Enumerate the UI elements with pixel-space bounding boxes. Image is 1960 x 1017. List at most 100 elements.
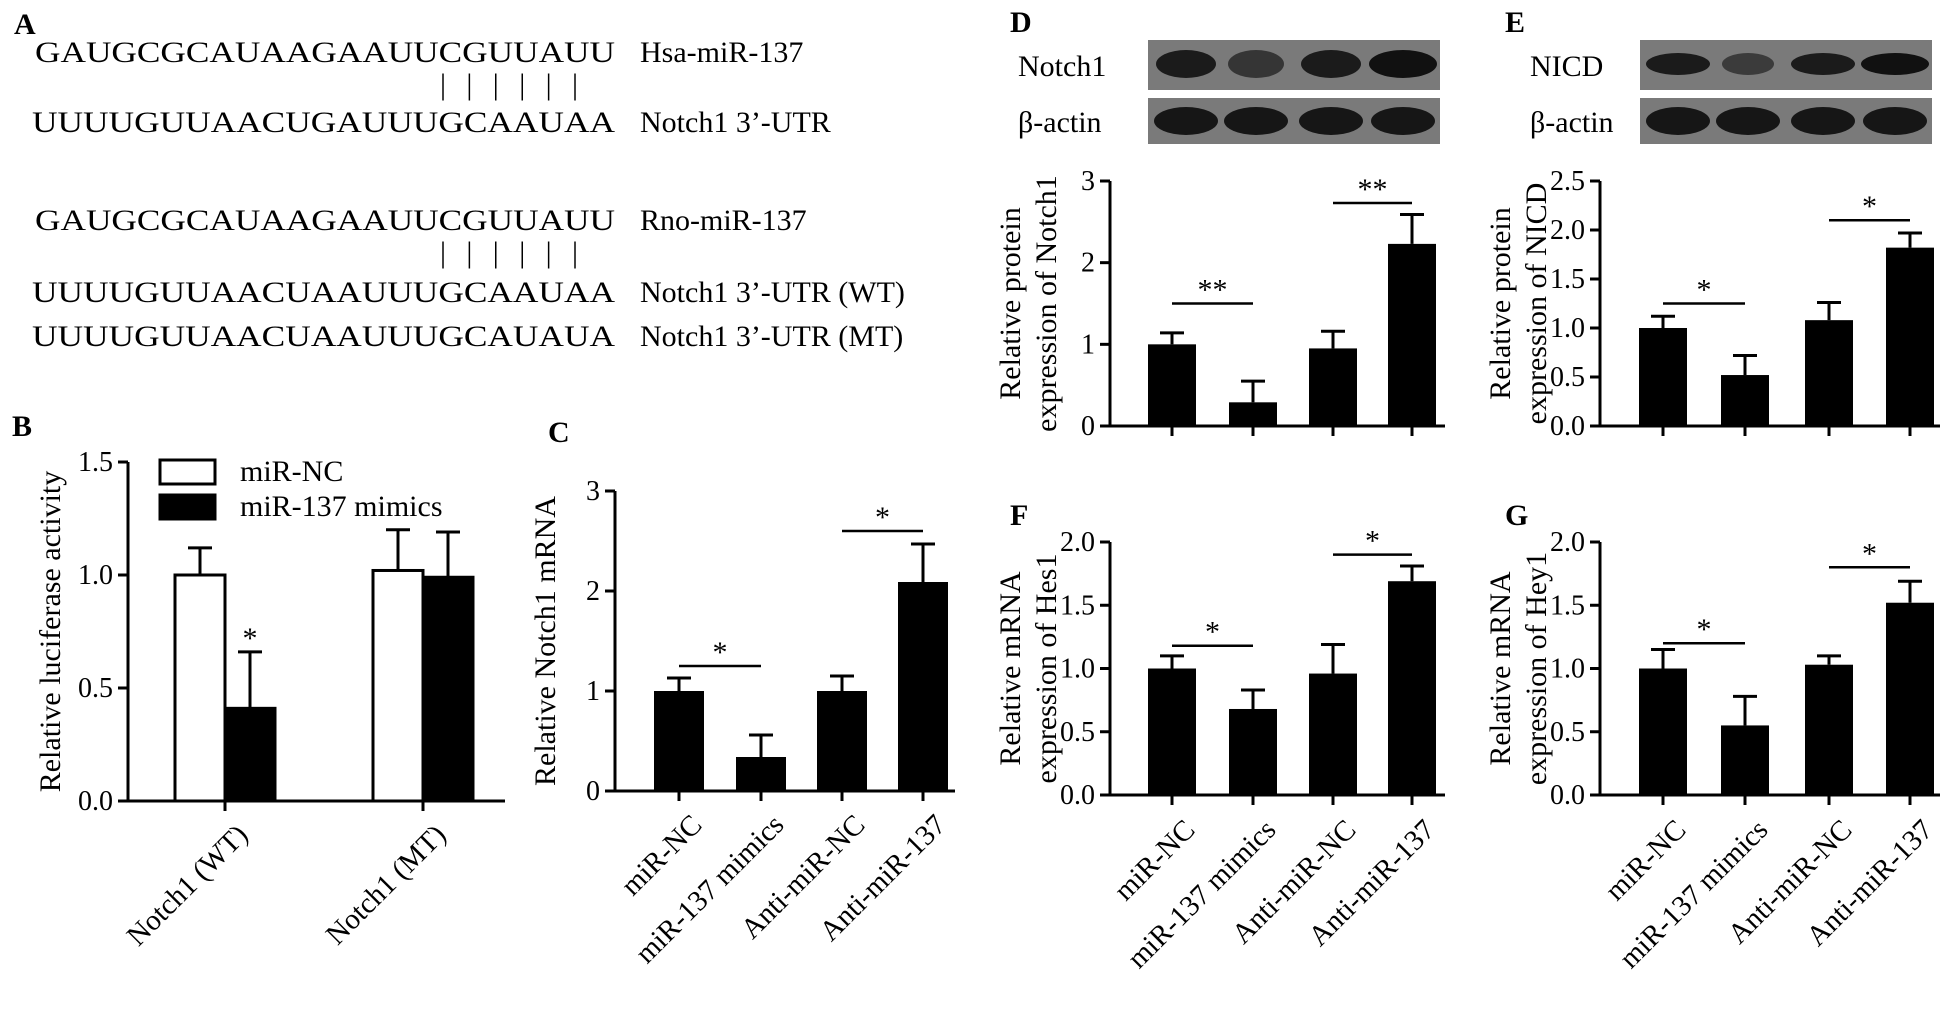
chart-b-y-tick-label: 1.5 bbox=[78, 447, 113, 478]
chart-b-legend-swatch-mir-nc bbox=[158, 458, 217, 486]
blot-band bbox=[1646, 107, 1710, 135]
chart-c-bar-mir-nc bbox=[654, 691, 704, 791]
sequence-notch1-utr-mt: UUUUGUUAACUAAUUUGCAUAUA bbox=[32, 320, 615, 353]
chart-c-significance-star: * bbox=[713, 636, 728, 669]
blot-band bbox=[1371, 107, 1435, 135]
chart-c-y-tick-label: 1 bbox=[586, 676, 600, 707]
sequence-label-rno-mir-137: Rno-miR-137 bbox=[640, 204, 807, 237]
chart-notch1-protein: 0 1 2 3 Relative protein expression of Notch1… bbox=[994, 166, 1445, 442]
chart-c-y-tick-label: 3 bbox=[586, 476, 600, 507]
chart-f-bar-mir-nc bbox=[1148, 668, 1196, 795]
pairing-marks-2: | | | | | | bbox=[440, 236, 578, 269]
chart-e-y-tick-label: 0.0 bbox=[1550, 411, 1585, 442]
chart-b-significance-star: * bbox=[243, 622, 258, 655]
blot-band bbox=[1228, 50, 1284, 78]
panel-label-g: G bbox=[1505, 499, 1528, 532]
chart-e-y-axis-title: Relative protein bbox=[1484, 207, 1517, 399]
chart-b-x-tick-label: Notch1 (WT) bbox=[121, 819, 255, 953]
chart-b-legend-label: miR-NC bbox=[240, 455, 343, 488]
chart-d-y-tick-label: 0 bbox=[1081, 411, 1095, 442]
chart-f-bar-mir-137-mimics bbox=[1229, 708, 1277, 795]
chart-g-y-tick-label: 0.5 bbox=[1550, 717, 1585, 748]
chart-c-bar-anti-mir-137 bbox=[898, 582, 948, 791]
chart-c-bar-anti-mir-nc bbox=[817, 691, 867, 791]
chart-hes1-mrna: 0.0 0.5 1.0 1.5 2.0 Relative mRNA expression o… bbox=[994, 525, 1445, 975]
western-blot-e: NICD β-actin bbox=[1530, 40, 1932, 144]
chart-d-significance-star: ** bbox=[1358, 173, 1388, 206]
chart-c-y-tick-label: 0 bbox=[586, 776, 600, 807]
sequence-notch1-utr-wt: UUUUGUUAACUAAUUUGCAAUAA bbox=[32, 276, 615, 309]
chart-f-bar-anti-mir-nc bbox=[1309, 673, 1357, 795]
chart-g-bar-mir-137-mimics bbox=[1721, 725, 1769, 795]
chart-f-significance-star: * bbox=[1365, 525, 1380, 558]
sequence-rno-mir-137: GAUGCGCAUAAGAAUUCGUUAUU bbox=[35, 204, 615, 237]
chart-nicd-protein: 0.0 0.5 1.0 1.5 2.0 2.5 Relative protein expres… bbox=[1484, 166, 1940, 442]
sequence-label-notch1-utr-wt: Notch1 3’-UTR (WT) bbox=[640, 276, 905, 309]
chart-d-bar-mir-137-mimics bbox=[1229, 402, 1277, 426]
chart-f-y-tick-label: 2.0 bbox=[1060, 527, 1095, 558]
panel-label-f: F bbox=[1010, 499, 1028, 532]
chart-hey1-mrna: 0.0 0.5 1.0 1.5 2.0 Relative mRNA expression o… bbox=[1484, 527, 1940, 975]
chart-c-y-axis-title: Relative Notch1 mRNA bbox=[529, 496, 562, 786]
western-blot-d: Notch1 β-actin bbox=[1018, 40, 1440, 144]
blot-label-notch1: Notch1 bbox=[1018, 50, 1106, 83]
chart-f-y-tick-label: 1.0 bbox=[1060, 654, 1095, 685]
blot-band bbox=[1369, 50, 1437, 78]
chart-b-y-axis-title: Relative luciferase activity bbox=[34, 471, 67, 793]
blot-band bbox=[1224, 107, 1288, 135]
chart-f-y-axis-title: Relative mRNA bbox=[994, 571, 1027, 765]
blot-band bbox=[1299, 107, 1363, 135]
chart-d-bar-anti-mir-nc bbox=[1309, 348, 1357, 426]
chart-d-y-tick-label: 2 bbox=[1081, 248, 1095, 279]
chart-f-y-tick-label: 0.0 bbox=[1060, 780, 1095, 811]
chart-g-y-tick-label: 0.0 bbox=[1550, 780, 1585, 811]
panel-label-b: B bbox=[12, 410, 32, 443]
chart-b-x-tick-label: Notch1 (MT) bbox=[320, 819, 453, 952]
panel-label-d: D bbox=[1010, 6, 1032, 39]
blot-band bbox=[1863, 107, 1927, 135]
chart-d-bar-mir-nc bbox=[1148, 344, 1196, 426]
sequence-label-notch1-utr-mt: Notch1 3’-UTR (MT) bbox=[640, 320, 903, 353]
chart-g-y-tick-label: 2.0 bbox=[1550, 527, 1585, 558]
chart-e-significance-star: * bbox=[1862, 190, 1877, 223]
chart-d-y-axis-title: Relative protein bbox=[994, 207, 1027, 399]
chart-b-legend-label: miR-137 mimics bbox=[240, 490, 443, 523]
blot-band bbox=[1722, 53, 1774, 75]
chart-f-y-tick-label: 0.5 bbox=[1060, 717, 1095, 748]
chart-d-significance-star: ** bbox=[1198, 274, 1228, 307]
blot-band bbox=[1791, 53, 1855, 75]
sequence-hsa-mir-137: GAUGCGCAUAAGAAUUCGUUAUU bbox=[35, 36, 615, 69]
chart-b-bar-mir-nc bbox=[173, 573, 227, 803]
chart-e-bar-mir-nc bbox=[1639, 328, 1687, 426]
blot-band bbox=[1861, 53, 1929, 75]
chart-b-bar-mir-137-mimics bbox=[223, 706, 277, 803]
chart-e-bar-anti-mir-137 bbox=[1886, 247, 1934, 426]
panel-label-e: E bbox=[1505, 6, 1525, 39]
blot-band bbox=[1301, 50, 1361, 78]
chart-f-significance-star: * bbox=[1205, 616, 1220, 649]
chart-b-y-tick-label: 0.0 bbox=[78, 786, 113, 817]
sequence-label-notch1-utr: Notch1 3’-UTR bbox=[640, 106, 831, 139]
chart-g-y-axis-title: expression of Hey1 bbox=[1520, 552, 1553, 785]
chart-g-significance-star: * bbox=[1862, 537, 1877, 570]
chart-b-legend-swatch-mir-137-mimics bbox=[158, 493, 217, 521]
chart-c-bar-mir-137-mimics bbox=[736, 757, 786, 791]
sequence-label-hsa-mir-137: Hsa-miR-137 bbox=[640, 36, 803, 69]
chart-g-y-tick-label: 1.0 bbox=[1550, 654, 1585, 685]
blot-label-beta-actin-d: β-actin bbox=[1018, 106, 1102, 139]
blot-band bbox=[1716, 107, 1780, 135]
chart-b-y-tick-label: 1.0 bbox=[78, 560, 113, 591]
chart-g-bar-mir-nc bbox=[1639, 668, 1687, 795]
chart-e-y-tick-label: 1.0 bbox=[1550, 313, 1585, 344]
chart-g-y-tick-label: 1.5 bbox=[1550, 590, 1585, 621]
chart-e-bar-mir-137-mimics bbox=[1721, 375, 1769, 426]
blot-bands-d bbox=[1154, 50, 1437, 135]
chart-c-y-tick-label: 2 bbox=[586, 576, 600, 607]
chart-luciferase-activity: 0.0 0.5 1.0 1.5 Relative luciferase activity… bbox=[34, 447, 505, 952]
blot-band bbox=[1156, 50, 1216, 78]
chart-e-bar-anti-mir-nc bbox=[1805, 320, 1853, 426]
chart-e-y-tick-label: 0.5 bbox=[1550, 362, 1585, 393]
chart-d-y-tick-label: 1 bbox=[1081, 329, 1095, 360]
